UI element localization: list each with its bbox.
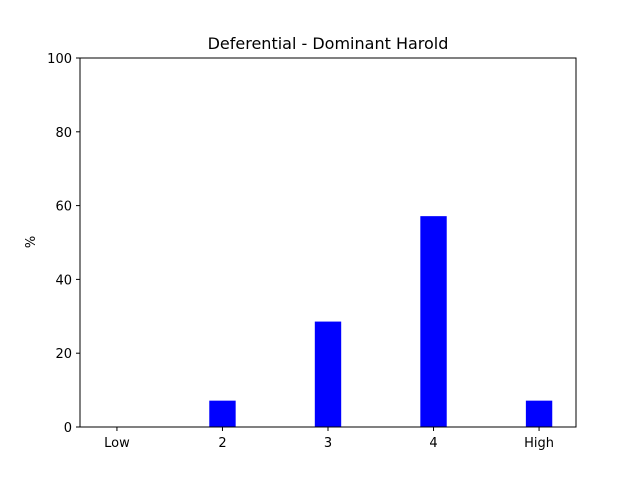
bar-3: [314, 321, 342, 427]
x-tick-label-4: 4: [429, 436, 437, 451]
chart-title: Deferential - Dominant Harold: [208, 34, 449, 53]
y-tick-label-60: 60: [55, 200, 72, 215]
y-tick-label-0: 0: [64, 421, 72, 436]
bar-4: [420, 216, 447, 427]
bar-High: [525, 400, 553, 427]
y-tick-label-40: 40: [55, 273, 72, 288]
bar-2: [209, 400, 236, 427]
x-axis: Low 2 3 4 High: [104, 427, 554, 451]
y-tick-label-20: 20: [55, 347, 72, 362]
y-tick-label-80: 80: [55, 126, 72, 141]
x-tick-label-3: 3: [324, 436, 332, 451]
y-axis: 0 20 40 60 80 100: [47, 52, 80, 436]
x-tick-label-2: 2: [218, 436, 226, 451]
y-tick-label-100: 100: [47, 52, 72, 67]
y-axis-label: %: [24, 236, 39, 248]
bar-group: [209, 216, 553, 427]
x-tick-label-High: High: [524, 436, 554, 451]
x-tick-label-Low: Low: [104, 436, 130, 451]
